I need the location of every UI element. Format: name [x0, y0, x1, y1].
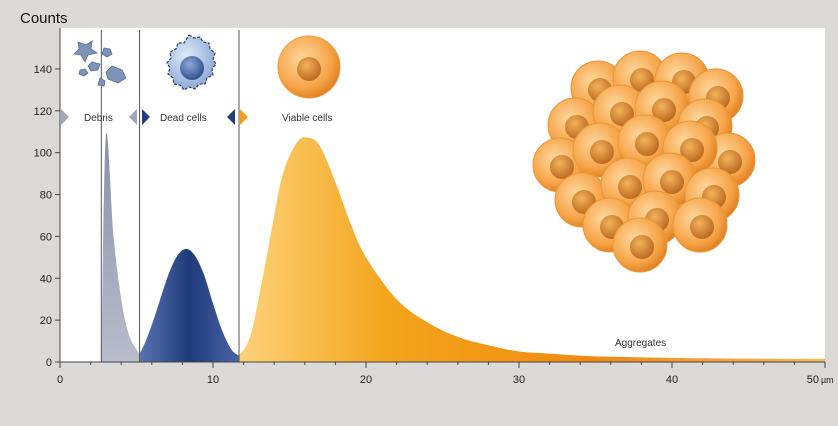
y-tick-label: 20	[40, 315, 52, 327]
gate-markers	[61, 109, 248, 125]
viable-cell-illustration	[277, 35, 341, 99]
aggregate-cell-nucleus	[690, 215, 714, 239]
y-tick-label: 0	[46, 357, 52, 369]
aggregate-cell-nucleus	[610, 102, 634, 126]
aggregate-cell-nucleus	[550, 155, 574, 179]
chart-title: Counts	[20, 10, 68, 27]
regions-layer	[101, 132, 825, 362]
debris-marker-left	[61, 109, 69, 125]
y-tick-label: 40	[40, 273, 52, 285]
label-debris: Debris	[84, 113, 113, 124]
x-tick-label: 20	[360, 374, 372, 386]
aggregate-cell-nucleus	[718, 150, 742, 174]
aggregate-cell-nucleus	[652, 98, 676, 122]
aggregate-cell-nucleus	[618, 175, 642, 199]
region-debris	[101, 132, 140, 362]
x-tick-label: 10	[207, 374, 219, 386]
debris-illustration	[73, 40, 127, 87]
y-tick-label: 80	[40, 190, 52, 202]
dead-marker-right	[227, 109, 235, 125]
y-ticks: 0 20 40 60 80 100 120 140	[34, 64, 60, 369]
x-tick-label: 40	[666, 374, 678, 386]
aggregate-cell-nucleus	[660, 170, 684, 194]
region-dead-cells	[139, 248, 240, 362]
y-tick-label: 100	[34, 148, 52, 160]
x-tick-label: 30	[513, 374, 525, 386]
label-viable-cells: Viable cells	[282, 113, 332, 124]
y-tick-label: 120	[34, 106, 52, 118]
label-dead-cells: Dead cells	[160, 113, 207, 124]
aggregate-cell-nucleus	[630, 235, 654, 259]
x-tick-label: 50	[807, 374, 819, 386]
x-unit-label: µm	[821, 375, 834, 385]
viable-marker-left	[240, 109, 248, 125]
y-tick-label: 140	[34, 64, 52, 76]
x-tick-label: 0	[57, 374, 63, 386]
label-aggregates: Aggregates	[615, 338, 666, 349]
aggregate-cell-nucleus	[680, 138, 704, 162]
dead-marker-left	[142, 109, 150, 125]
debris-marker-right	[129, 109, 137, 125]
aggregate-cell-nucleus	[590, 140, 614, 164]
dead-cell-illustration	[166, 34, 217, 91]
aggregate-cell-nucleus	[635, 132, 659, 156]
x-ticks: 0 10 20 30 40 50	[57, 362, 826, 386]
y-tick-label: 60	[40, 231, 52, 243]
region-viable-cells	[239, 137, 825, 362]
aggregate-illustration	[532, 50, 756, 273]
